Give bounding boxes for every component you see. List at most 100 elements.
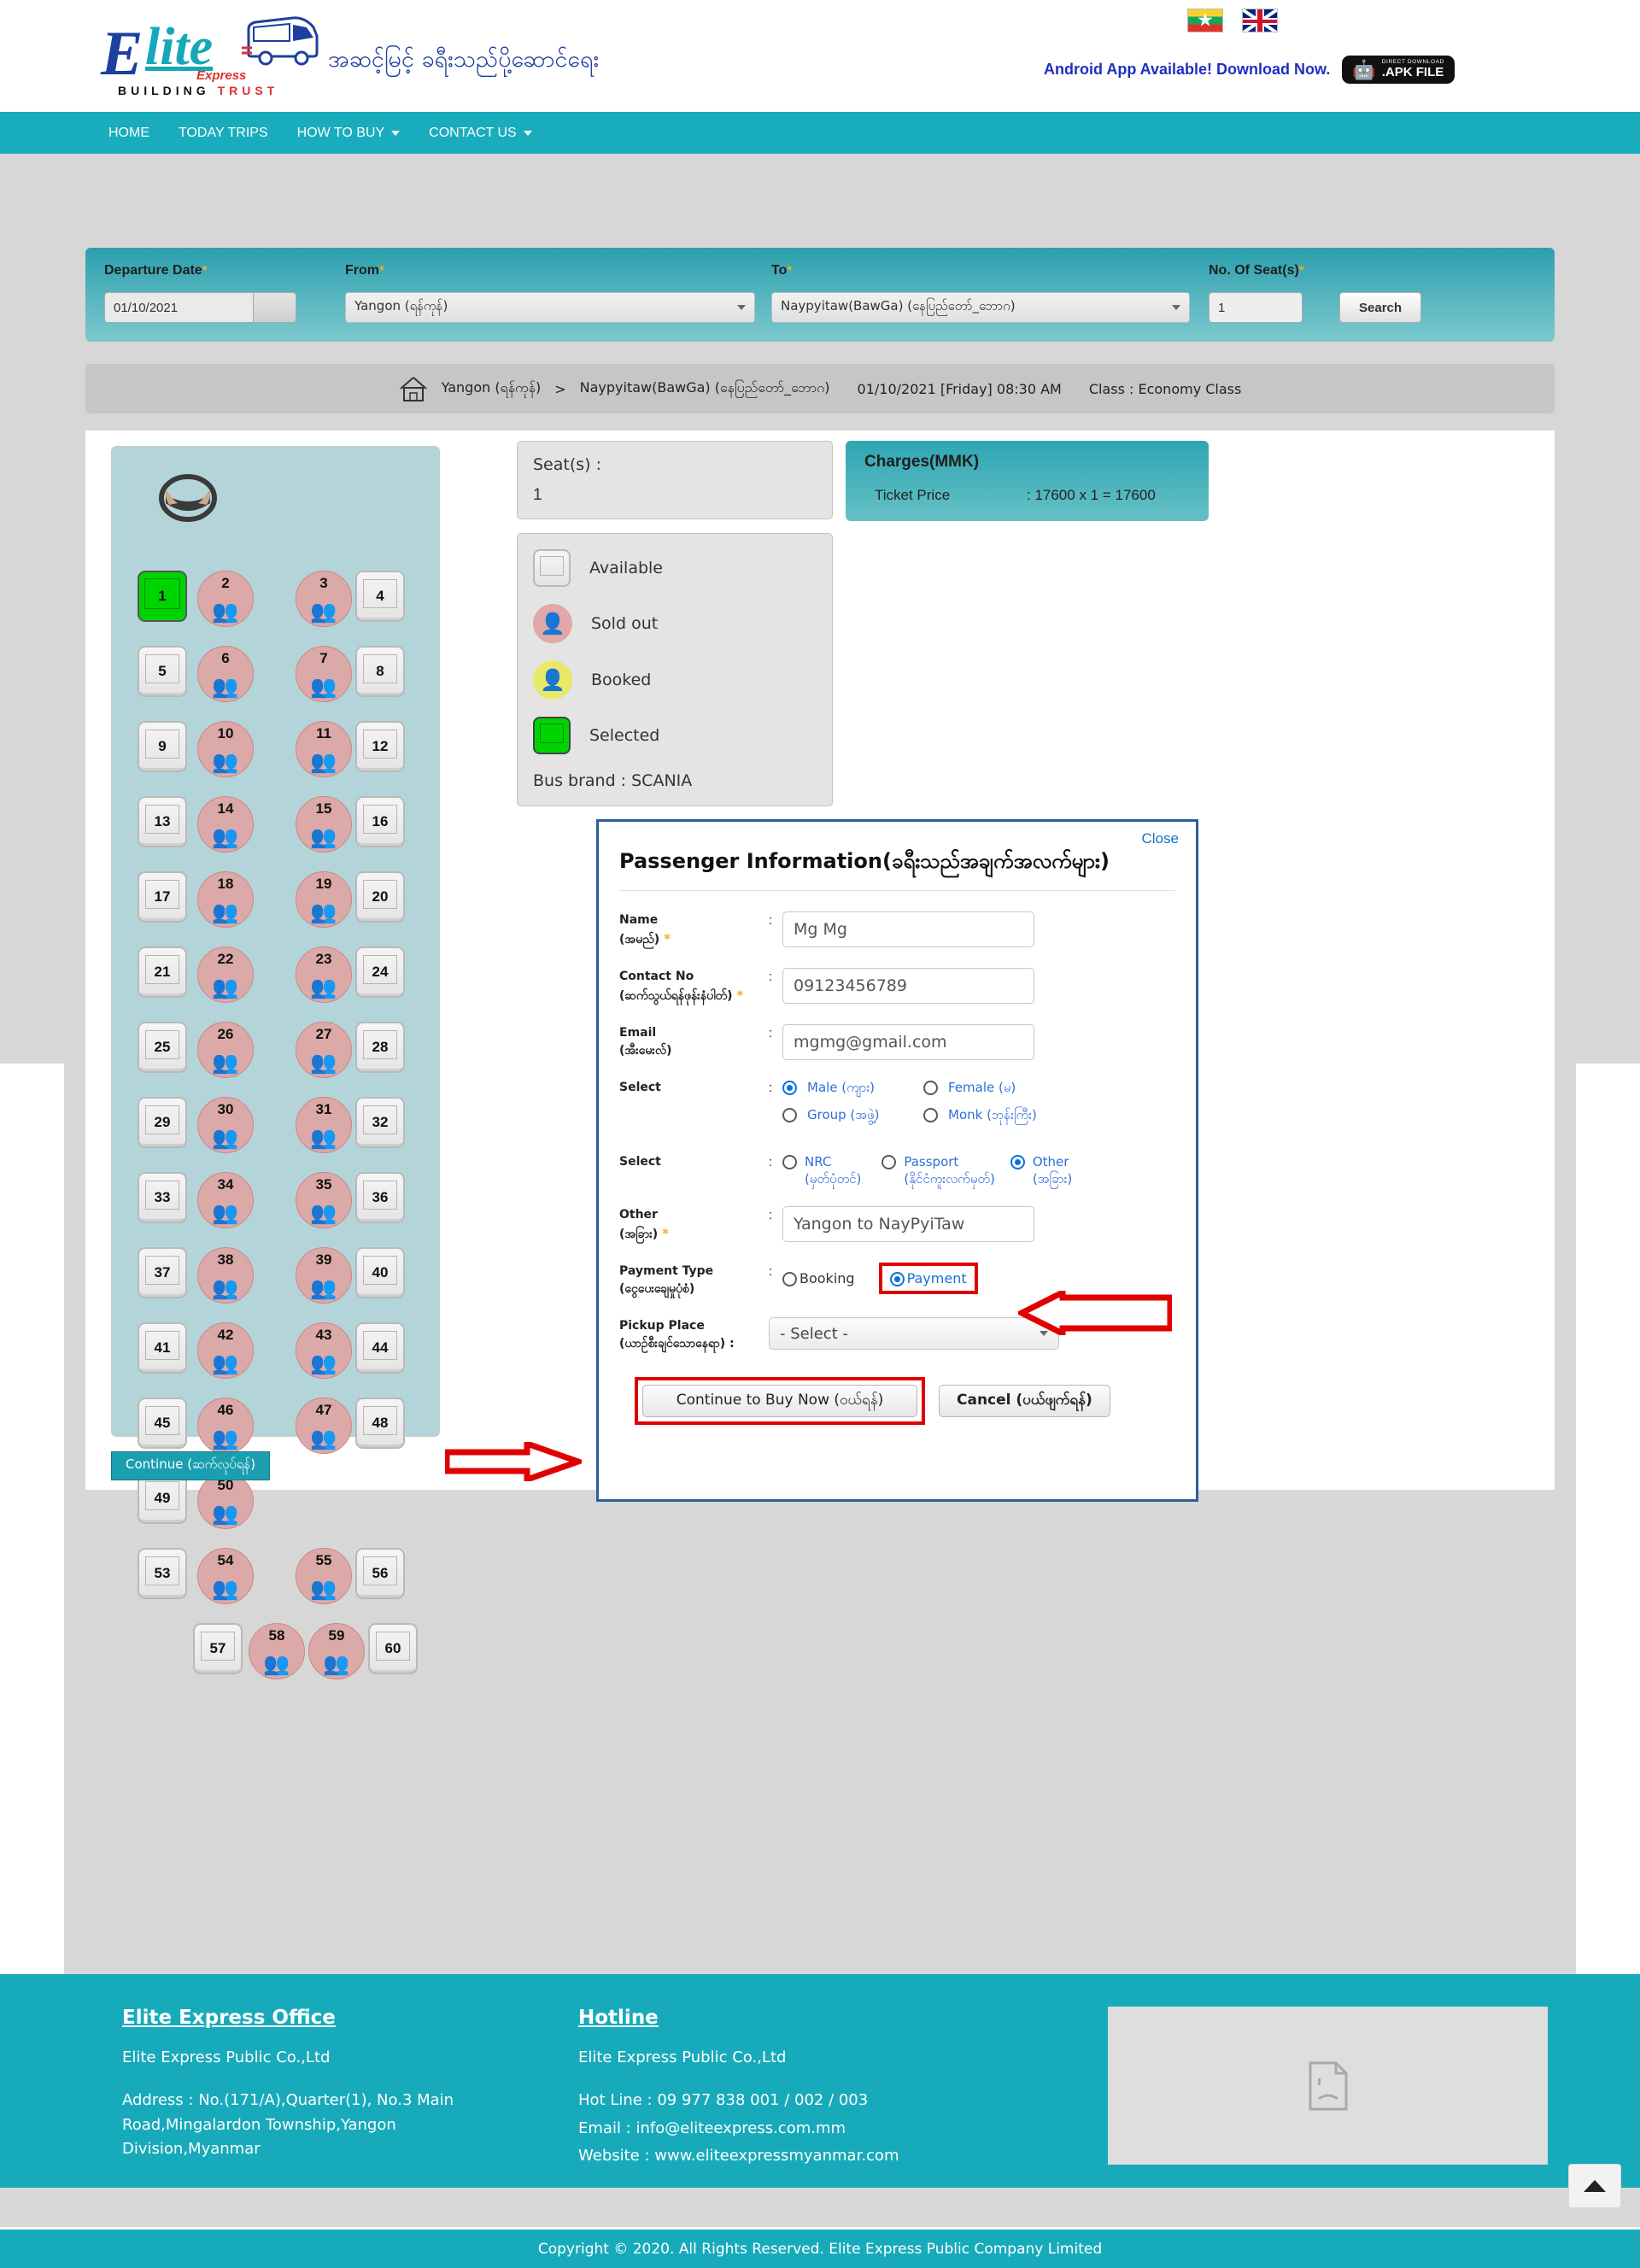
seat-60[interactable]: 60: [368, 1623, 418, 1674]
pickup-place-select[interactable]: - Select -: [769, 1317, 1059, 1350]
to-select[interactable]: Naypyitaw(BawGa) (နေပြည်တော်_ဘောဂ): [771, 292, 1190, 323]
gender-option-male[interactable]: Male (ကျား): [782, 1079, 923, 1096]
seat-58[interactable]: 58 👥: [249, 1623, 305, 1679]
departure-date-input[interactable]: 01/10/2021: [104, 292, 254, 323]
seats-field[interactable]: 1: [1209, 292, 1303, 323]
from-field[interactable]: Yangon (ရန်ကုန်): [345, 292, 755, 323]
seat-50[interactable]: 50 👥: [197, 1473, 254, 1529]
continue-button[interactable]: Continue (ဆက်လုပ်ရန်): [111, 1451, 271, 1480]
apk-download-button[interactable]: 🤖 DIRECT DOWNLOAD .APK FILE: [1342, 56, 1455, 84]
from-select[interactable]: Yangon (ရန်ကုန်): [345, 292, 755, 323]
seat-57[interactable]: 57: [193, 1623, 243, 1674]
search-button-wrap[interactable]: Search: [1339, 292, 1422, 323]
seat-27[interactable]: 27 👥: [296, 1022, 352, 1078]
seat-47[interactable]: 47 👥: [296, 1398, 352, 1454]
radio-icon[interactable]: [923, 1081, 938, 1095]
id-option-nrc[interactable]: NRC (မှတ်ပုံတင်): [782, 1153, 861, 1188]
seat-20[interactable]: 20: [355, 871, 405, 923]
seat-7[interactable]: 7 👥: [296, 646, 352, 702]
seat-31[interactable]: 31 👥: [296, 1097, 352, 1153]
seat-45[interactable]: 45: [138, 1398, 187, 1449]
id-option-passport[interactable]: Passport (နိုင်ငံကူးလက်မှတ်): [882, 1153, 995, 1188]
radio-icon[interactable]: [923, 1108, 938, 1123]
seat-44[interactable]: 44: [355, 1322, 405, 1374]
id-option-other[interactable]: Other (အခြား): [1010, 1153, 1072, 1188]
seat-33[interactable]: 33: [138, 1172, 187, 1223]
seat-29[interactable]: 29: [138, 1097, 187, 1148]
nav-item-today-trips[interactable]: TODAY TRIPS: [164, 112, 283, 154]
flag-english-icon[interactable]: [1242, 9, 1278, 32]
payment-option-booking[interactable]: Booking: [782, 1270, 855, 1286]
seat-55[interactable]: 55 👥: [296, 1548, 352, 1604]
seat-32[interactable]: 32: [355, 1097, 405, 1148]
seats-input[interactable]: 1: [1209, 292, 1303, 323]
android-download-banner[interactable]: Android App Available! Download Now. 🤖 D…: [1044, 56, 1455, 84]
seat-37[interactable]: 37: [138, 1247, 187, 1298]
to-field[interactable]: Naypyitaw(BawGa) (နေပြည်တော်_ဘောဂ): [771, 292, 1190, 323]
radio-icon[interactable]: [889, 1272, 905, 1286]
nav-item-home[interactable]: HOME: [94, 112, 164, 154]
seat-39[interactable]: 39 👥: [296, 1247, 352, 1304]
seat-16[interactable]: 16: [355, 796, 405, 847]
seat-9[interactable]: 9: [138, 721, 187, 772]
language-switcher[interactable]: ★: [1187, 9, 1278, 32]
scroll-to-top-button[interactable]: [1568, 2164, 1621, 2208]
seat-40[interactable]: 40: [355, 1247, 405, 1298]
radio-icon[interactable]: [782, 1108, 797, 1123]
seat-48[interactable]: 48: [355, 1398, 405, 1449]
seat-1[interactable]: 1: [138, 571, 187, 622]
close-button[interactable]: Close: [1141, 830, 1179, 847]
seat-4[interactable]: 4: [355, 571, 405, 622]
seat-3[interactable]: 3 👥: [296, 571, 352, 627]
radio-icon[interactable]: [882, 1154, 897, 1169]
seat-13[interactable]: 13: [138, 796, 187, 847]
name-input[interactable]: Mg Mg: [782, 911, 1034, 947]
seat-11[interactable]: 11 👥: [296, 721, 352, 777]
seat-56[interactable]: 56: [355, 1548, 405, 1599]
seat-34[interactable]: 34 👥: [197, 1172, 254, 1228]
other-input[interactable]: Yangon to NayPyiTaw: [782, 1206, 1034, 1242]
departure-date-field[interactable]: 01/10/2021: [104, 292, 296, 323]
flag-myanmar-icon[interactable]: ★: [1187, 9, 1223, 32]
seat-42[interactable]: 42 👥: [197, 1322, 254, 1379]
radio-icon[interactable]: [1010, 1154, 1025, 1169]
nav-item-how-to-buy[interactable]: HOW TO BUY: [283, 112, 415, 154]
seat-24[interactable]: 24: [355, 946, 405, 998]
seat-6[interactable]: 6 👥: [197, 646, 254, 702]
seat-38[interactable]: 38 👥: [197, 1247, 254, 1304]
elite-express-logo[interactable]: E lite Express BUILDING TRUST: [101, 9, 323, 98]
seat-36[interactable]: 36: [355, 1172, 405, 1223]
seat-25[interactable]: 25: [138, 1022, 187, 1073]
seat-59[interactable]: 59 👥: [308, 1623, 365, 1679]
email-input[interactable]: mgmg@gmail.com: [782, 1024, 1034, 1060]
seat-23[interactable]: 23 👥: [296, 946, 352, 1003]
search-button[interactable]: Search: [1339, 292, 1422, 323]
nav-item-contact-us[interactable]: CONTACT US: [414, 112, 547, 154]
continue-to-buy-now-button[interactable]: Continue to Buy Now (ဝယ်ရန်): [642, 1385, 917, 1417]
seat-54[interactable]: 54 👥: [197, 1548, 254, 1604]
seat-5[interactable]: 5: [138, 646, 187, 697]
seat-28[interactable]: 28: [355, 1022, 405, 1073]
gender-option-female[interactable]: Female (မ): [923, 1079, 1064, 1096]
seat-43[interactable]: 43 👥: [296, 1322, 352, 1379]
seat-12[interactable]: 12: [355, 721, 405, 772]
seat-46[interactable]: 46 👥: [197, 1398, 254, 1454]
gender-option-monk[interactable]: Monk (ဘုန်းကြီး): [923, 1106, 1064, 1123]
calendar-picker-button[interactable]: [254, 292, 296, 323]
seat-18[interactable]: 18 👥: [197, 871, 254, 928]
seat-15[interactable]: 15 👥: [296, 796, 352, 853]
radio-icon[interactable]: [782, 1081, 797, 1095]
seat-41[interactable]: 41: [138, 1322, 187, 1374]
seat-53[interactable]: 53: [138, 1548, 187, 1599]
seat-35[interactable]: 35 👥: [296, 1172, 352, 1228]
radio-icon[interactable]: [782, 1154, 797, 1169]
seat-10[interactable]: 10 👥: [197, 721, 254, 777]
cancel-button[interactable]: Cancel (ပယ်ဖျက်ရန်): [939, 1385, 1110, 1417]
seat-19[interactable]: 19 👥: [296, 871, 352, 928]
payment-option-payment[interactable]: Payment: [878, 1263, 978, 1294]
gender-option-group[interactable]: Group (အဖွဲ့): [782, 1106, 923, 1123]
seat-8[interactable]: 8: [355, 646, 405, 697]
logo-area[interactable]: E lite Express BUILDING TRUST အဆင့်မြင့်…: [101, 9, 599, 98]
seat-21[interactable]: 21: [138, 946, 187, 998]
seat-14[interactable]: 14 👥: [197, 796, 254, 853]
